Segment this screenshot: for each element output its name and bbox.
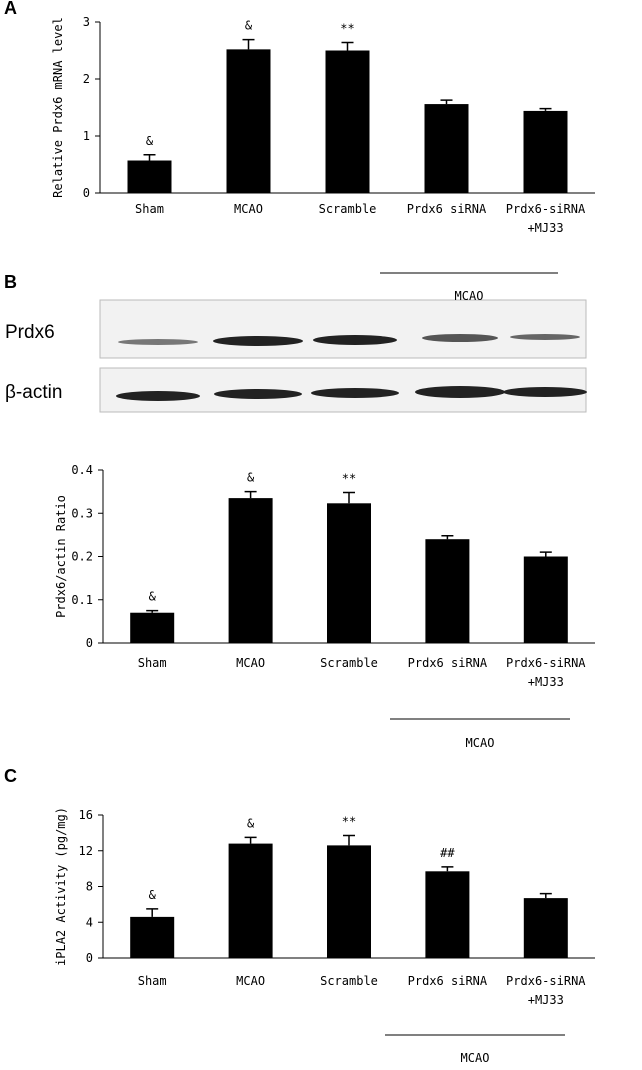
- error-bar: [440, 99, 453, 105]
- error-bar: [244, 836, 257, 844]
- panel-label: C: [4, 766, 17, 786]
- significance-label: &: [247, 471, 255, 485]
- panel-label: B: [4, 272, 17, 292]
- bar: [127, 160, 172, 193]
- y-tick-label: 8: [86, 880, 93, 894]
- bar: [424, 104, 469, 193]
- x-tick-label: Prdx6 siRNA: [408, 974, 488, 988]
- x-tick-label: Prdx6-siRNA +MJ33: [506, 974, 586, 1007]
- significance-label: &: [149, 590, 157, 604]
- significance-label: &: [149, 888, 157, 902]
- y-tick-label: 0: [86, 636, 93, 650]
- y-tick-label: 2: [83, 72, 90, 86]
- bar: [228, 498, 273, 643]
- error-bar: [244, 490, 257, 499]
- significance-label: **: [340, 22, 354, 36]
- error-bar: [539, 892, 552, 899]
- error-bar: [539, 107, 552, 111]
- significance-label: &: [146, 134, 154, 148]
- y-tick-label: 0.2: [71, 550, 93, 564]
- x-tick-label: Prdx6 siRNA: [408, 656, 488, 670]
- x-tick-label: MCAO: [236, 656, 265, 670]
- error-bar: [242, 38, 255, 50]
- y-tick-label: 0: [86, 951, 93, 965]
- y-axis-title: iPLA2 Activity (pg/mg): [54, 807, 68, 966]
- bar: [425, 871, 470, 958]
- group-label: MCAO: [466, 736, 495, 750]
- error-bar: [143, 154, 156, 161]
- y-tick-label: 0.1: [71, 593, 93, 607]
- significance-label: **: [342, 815, 356, 829]
- x-tick-label: Scramble: [319, 202, 377, 216]
- significance-label: &: [247, 816, 255, 830]
- error-bar: [441, 866, 454, 872]
- bar: [327, 503, 371, 643]
- y-tick-label: 1: [83, 129, 90, 143]
- significance-label: ##: [440, 846, 455, 860]
- bar: [523, 898, 568, 958]
- y-tick-label: 3: [83, 15, 90, 29]
- y-axis-title: Prdx6/actin Ratio: [54, 495, 68, 618]
- western-blot: Prdx6 β-actin: [5, 299, 587, 413]
- significance-label: &: [245, 19, 253, 33]
- error-bar: [343, 491, 355, 504]
- panel-label: A: [4, 0, 17, 18]
- error-bar: [146, 908, 159, 917]
- significance-label: **: [342, 471, 356, 485]
- y-tick-label: 0.3: [71, 506, 93, 520]
- bands: [116, 334, 587, 401]
- x-tick-label: Sham: [138, 974, 167, 988]
- group-label: MCAO: [455, 289, 484, 303]
- bar: [226, 49, 271, 193]
- bar: [523, 110, 568, 193]
- blot-label: Prdx6: [5, 322, 55, 343]
- blot-label: β-actin: [5, 382, 62, 403]
- bar: [228, 843, 273, 958]
- error-bar: [441, 534, 454, 540]
- bar: [425, 539, 470, 643]
- x-tick-label: Scramble: [320, 974, 378, 988]
- error-bar: [341, 41, 354, 51]
- group-label: MCAO: [461, 1051, 490, 1065]
- bar: [130, 612, 175, 643]
- x-tick-label: MCAO: [234, 202, 263, 216]
- error-bar: [539, 551, 552, 557]
- error-bar: [343, 834, 355, 846]
- x-tick-label: Sham: [138, 656, 167, 670]
- error-bar: [146, 609, 159, 613]
- bar: [130, 916, 175, 958]
- bar: [523, 556, 568, 643]
- y-tick-label: 0.4: [71, 463, 93, 477]
- blot-strip: [99, 299, 587, 359]
- y-tick-label: 4: [86, 915, 93, 929]
- y-tick-label: 16: [79, 808, 93, 822]
- x-tick-label: Prdx6 siRNA: [407, 202, 487, 216]
- y-axis-title: Relative Prdx6 mRNA level: [51, 17, 65, 198]
- bar: [327, 845, 371, 958]
- x-tick-label: Scramble: [320, 656, 378, 670]
- x-tick-label: Prdx6-siRNA +MJ33: [506, 656, 586, 689]
- x-tick-label: MCAO: [236, 974, 265, 988]
- bar: [325, 50, 370, 193]
- y-tick-label: 0: [83, 186, 90, 200]
- x-tick-label: Sham: [135, 202, 164, 216]
- x-tick-label: Prdx6-siRNA +MJ33: [506, 202, 586, 235]
- y-tick-label: 12: [79, 844, 93, 858]
